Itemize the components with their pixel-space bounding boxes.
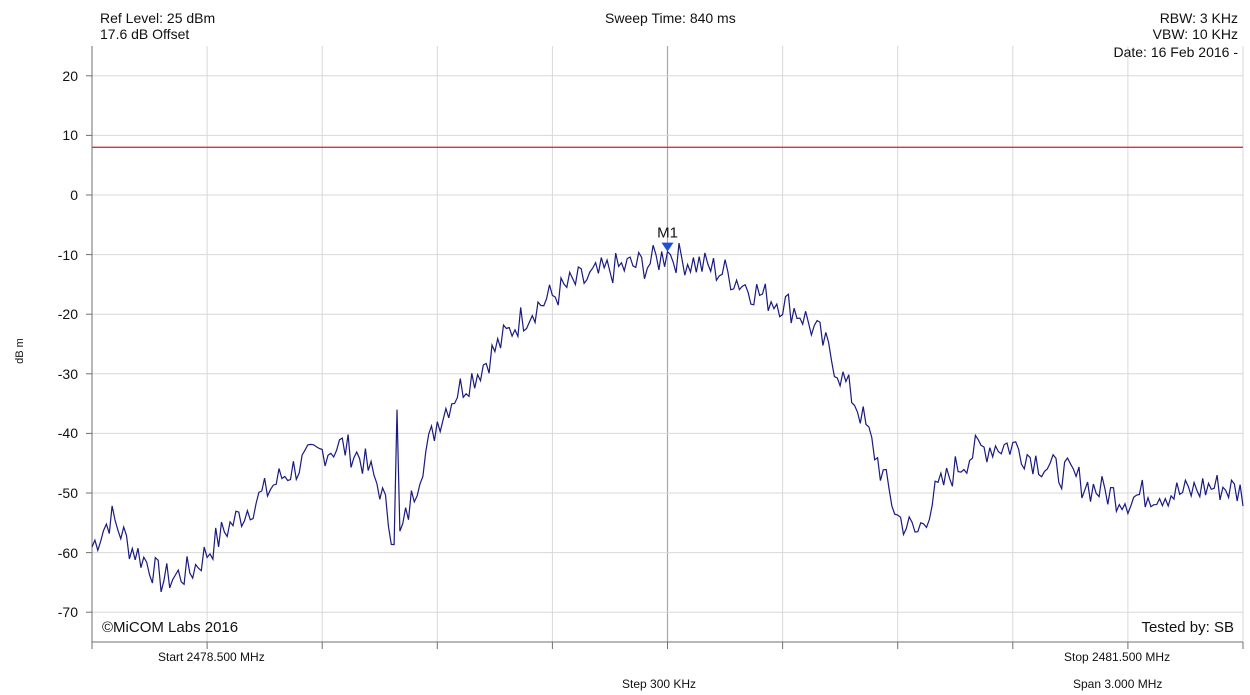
marker-m1-icon <box>661 242 674 252</box>
tested-by-label: Tested by: SB <box>1141 619 1234 636</box>
y-tick-label: -30 <box>57 365 78 382</box>
y-tick-label: -10 <box>57 246 78 263</box>
span-label: Span 3.000 MHz <box>1073 677 1163 691</box>
y-tick-label: 20 <box>62 67 78 84</box>
y-tick-label: -50 <box>57 485 78 501</box>
stop-frequency-label: Stop 2481.500 MHz <box>1064 650 1171 664</box>
date-label: Date: 16 Feb 2016 - <box>1113 44 1238 60</box>
vbw-label: VBW: 10 KHz <box>1152 26 1238 42</box>
y-axis-label: dB m <box>14 338 26 364</box>
y-tick-label: -70 <box>57 604 78 621</box>
start-frequency-label: Start 2478.500 MHz <box>158 650 265 664</box>
rbw-label: RBW: 3 KHz <box>1159 10 1238 26</box>
copyright-label: ©MiCOM Labs 2016 <box>102 619 239 636</box>
y-tick-label: -60 <box>57 544 78 561</box>
ref-level-label: Ref Level: 25 dBm <box>100 10 216 26</box>
step-label: Step 300 KHz <box>622 677 697 691</box>
y-tick-label: 10 <box>62 127 78 144</box>
y-tick-label: -40 <box>57 425 78 442</box>
y-tick-label: -20 <box>57 306 78 323</box>
offset-label: 17.6 dB Offset <box>100 26 190 42</box>
marker-m1-label: M1 <box>657 225 678 242</box>
sweep-time-label: Sweep Time: 840 ms <box>605 10 736 26</box>
y-tick-label: 0 <box>70 187 78 203</box>
